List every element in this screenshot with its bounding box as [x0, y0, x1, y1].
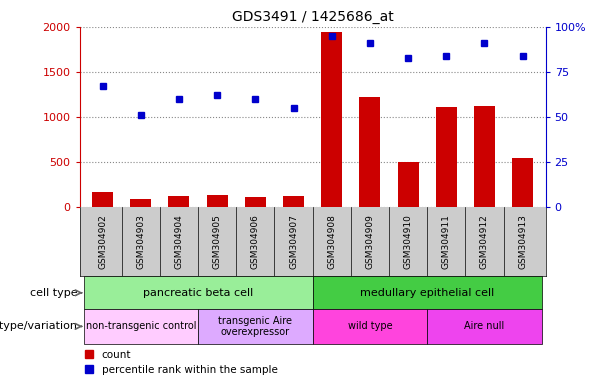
- Text: GSM304910: GSM304910: [403, 215, 413, 269]
- Text: GSM304903: GSM304903: [136, 215, 145, 269]
- Bar: [512, 158, 533, 207]
- Text: GSM304902: GSM304902: [98, 215, 107, 269]
- Bar: [436, 107, 457, 207]
- Bar: [474, 106, 495, 207]
- Bar: [207, 195, 227, 207]
- Text: transgenic Aire
overexpressor: transgenic Aire overexpressor: [218, 316, 292, 337]
- Text: GSM304904: GSM304904: [175, 215, 183, 269]
- Bar: [131, 199, 151, 207]
- Text: GSM304911: GSM304911: [442, 215, 451, 269]
- Text: GSM304905: GSM304905: [213, 215, 222, 269]
- Text: pancreatic beta cell: pancreatic beta cell: [143, 288, 253, 298]
- Text: GSM304906: GSM304906: [251, 215, 260, 269]
- Bar: [313, 309, 427, 344]
- Bar: [313, 276, 542, 309]
- Bar: [245, 197, 266, 207]
- Bar: [321, 32, 342, 207]
- Bar: [169, 195, 189, 207]
- Bar: [83, 276, 313, 309]
- Text: Aire null: Aire null: [464, 321, 504, 331]
- Text: non-transgenic control: non-transgenic control: [86, 321, 196, 331]
- Bar: [427, 309, 542, 344]
- Text: GSM304912: GSM304912: [480, 215, 489, 269]
- Bar: [283, 195, 304, 207]
- Bar: [83, 309, 198, 344]
- Title: GDS3491 / 1425686_at: GDS3491 / 1425686_at: [232, 10, 394, 25]
- Legend: count, percentile rank within the sample: count, percentile rank within the sample: [85, 350, 278, 375]
- Text: GSM304913: GSM304913: [518, 215, 527, 269]
- Bar: [92, 192, 113, 207]
- Text: GSM304907: GSM304907: [289, 215, 298, 269]
- Bar: [359, 97, 381, 207]
- Bar: [198, 309, 313, 344]
- Text: genotype/variation: genotype/variation: [0, 321, 78, 331]
- Text: GSM304909: GSM304909: [365, 215, 375, 269]
- Text: wild type: wild type: [348, 321, 392, 331]
- Text: GSM304908: GSM304908: [327, 215, 336, 269]
- Text: cell type: cell type: [30, 288, 78, 298]
- Bar: [398, 162, 419, 207]
- Text: medullary epithelial cell: medullary epithelial cell: [360, 288, 494, 298]
